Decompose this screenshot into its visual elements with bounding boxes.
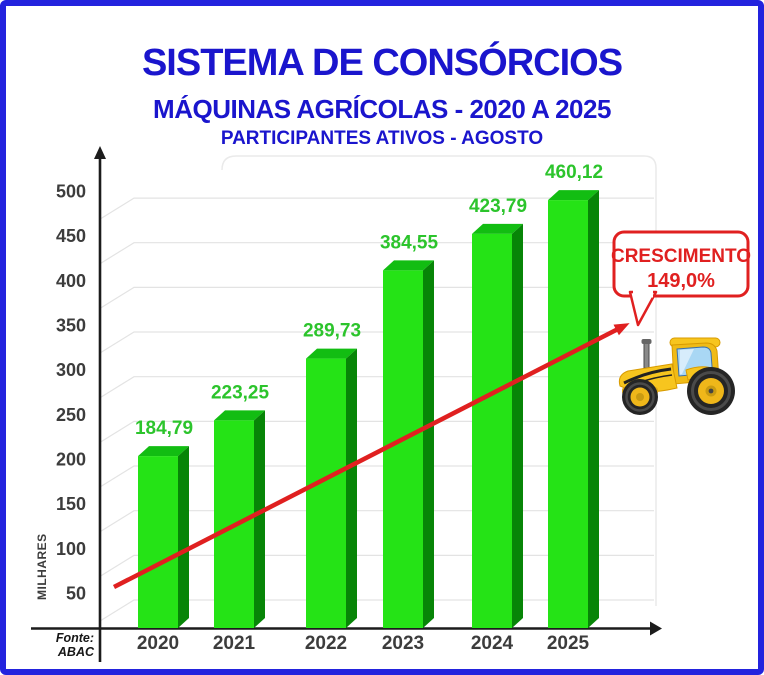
y-tick-label-500: 500 (56, 182, 86, 202)
y-tick-label-200: 200 (56, 450, 86, 470)
page-title: SISTEMA DE CONSÓRCIOS (141, 42, 623, 84)
callout-text-line2: 149,0% (647, 270, 715, 292)
x-tick-label-2023: 2023 (382, 633, 424, 654)
plot-panel-border (221, 155, 657, 606)
bar-top-face (548, 190, 599, 201)
x-tick-labels: 2020 2021 2022 2023 2024 2025 (137, 633, 590, 654)
bar-front-face (306, 358, 346, 628)
x-tick-label-2020: 2020 (137, 633, 179, 654)
bar-2021: 223,25 (211, 382, 270, 628)
y-tick-label-450: 450 (56, 226, 86, 246)
bar-2020: 184,79 (135, 418, 193, 628)
bar-chart: 50 100 150 200 250 300 350 400 450 500 MILHARES 1… (31, 146, 751, 662)
callout-text-line1: CRESCIMENTO (611, 246, 751, 267)
bar-side-face (178, 446, 189, 628)
bar-front-face (383, 270, 423, 628)
growth-callout: CRESCIMENTO 149,0% (611, 230, 751, 327)
bar-value-label-2022: 289,73 (303, 321, 361, 342)
bar-2023: 384,55 (380, 232, 439, 628)
bar-value-label-2020: 184,79 (135, 418, 193, 439)
source-note: Fonte: ABAC (55, 631, 94, 659)
bar-side-face (254, 410, 265, 628)
y-tick-label-100: 100 (56, 539, 86, 559)
x-tick-label-2022: 2022 (305, 633, 347, 654)
bar-front-face (472, 233, 512, 628)
y-tick-label-250: 250 (56, 405, 86, 425)
bar-side-face (346, 348, 357, 628)
y-tick-label-50: 50 (66, 584, 86, 604)
bar-top-face (138, 446, 189, 457)
bar-2025: 460,12 (545, 162, 603, 628)
x-axis-arrow-icon (650, 621, 662, 636)
page-subtitle: MÁQUINAS AGRÍCOLAS - 2020 A 2025 (153, 94, 611, 124)
bar-top-face (383, 260, 434, 271)
bar-2022: 289,73 (303, 321, 361, 628)
y-tick-label-300: 300 (56, 360, 86, 380)
bar-value-label-2025: 460,12 (545, 162, 603, 183)
bar-value-label-2021: 223,25 (211, 382, 270, 403)
bar-2024: 423,79 (469, 196, 527, 628)
x-tick-label-2025: 2025 (547, 633, 590, 654)
bar-top-face (472, 223, 523, 234)
x-tick-label-2021: 2021 (213, 633, 256, 654)
bars: 184,79 223,25 289,73 384,55 423,79 460,12 (135, 162, 603, 628)
y-tick-label-350: 350 (56, 316, 86, 336)
tractor-illustration (618, 337, 735, 415)
gridline-500 (99, 197, 654, 220)
bar-value-label-2023: 384,55 (380, 232, 439, 253)
bar-front-face (138, 456, 178, 628)
page-subtitle-2: PARTICIPANTES ATIVOS - AGOSTO (220, 128, 544, 149)
bar-side-face (512, 223, 523, 628)
trend-arrow (112, 323, 630, 590)
y-axis-title: MILHARES (35, 533, 49, 600)
y-tick-label-400: 400 (56, 271, 86, 291)
x-tick-label-2024: 2024 (471, 633, 514, 654)
bar-front-face (548, 200, 588, 628)
bar-side-face (423, 260, 434, 628)
bar-top-face (214, 410, 265, 421)
y-tick-label-150: 150 (56, 494, 86, 514)
y-axis-arrow-icon (94, 146, 106, 159)
bar-top-face (306, 348, 357, 359)
y-tick-labels: 50 100 150 200 250 300 350 400 450 500 (56, 182, 86, 604)
bar-side-face (588, 190, 599, 628)
bar-value-label-2024: 423,79 (469, 196, 527, 217)
